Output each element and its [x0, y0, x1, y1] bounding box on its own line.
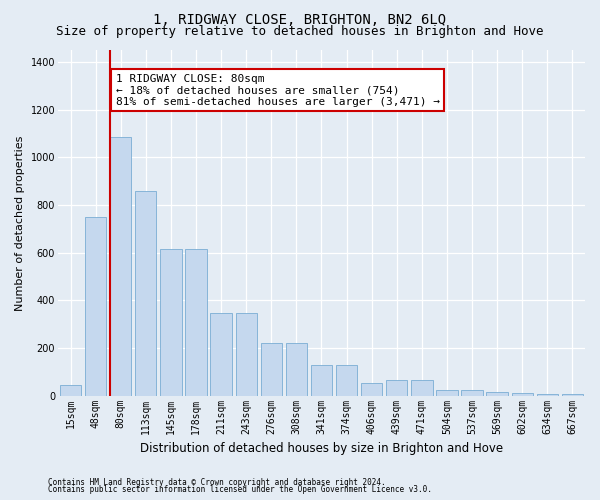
Bar — [411, 380, 433, 396]
Text: Size of property relative to detached houses in Brighton and Hove: Size of property relative to detached ho… — [56, 25, 544, 38]
Bar — [386, 380, 407, 396]
Bar — [361, 382, 382, 396]
Bar — [487, 392, 508, 396]
Bar — [85, 217, 106, 396]
Bar — [286, 343, 307, 396]
Bar — [536, 394, 558, 396]
Bar — [512, 394, 533, 396]
Text: Contains HM Land Registry data © Crown copyright and database right 2024.: Contains HM Land Registry data © Crown c… — [48, 478, 386, 487]
Bar — [135, 190, 157, 396]
Y-axis label: Number of detached properties: Number of detached properties — [15, 135, 25, 310]
Bar — [185, 249, 206, 396]
Text: 1 RIDGWAY CLOSE: 80sqm
← 18% of detached houses are smaller (754)
81% of semi-de: 1 RIDGWAY CLOSE: 80sqm ← 18% of detached… — [116, 74, 440, 107]
Bar — [260, 343, 282, 396]
Bar — [60, 385, 81, 396]
Bar — [311, 364, 332, 396]
Bar — [562, 394, 583, 396]
Bar — [160, 249, 182, 396]
Bar — [461, 390, 483, 396]
Bar — [110, 137, 131, 396]
Bar — [236, 314, 257, 396]
Text: Contains public sector information licensed under the Open Government Licence v3: Contains public sector information licen… — [48, 486, 432, 494]
Text: 1, RIDGWAY CLOSE, BRIGHTON, BN2 6LQ: 1, RIDGWAY CLOSE, BRIGHTON, BN2 6LQ — [154, 12, 446, 26]
Bar — [336, 364, 357, 396]
Bar — [211, 314, 232, 396]
Bar — [436, 390, 458, 396]
X-axis label: Distribution of detached houses by size in Brighton and Hove: Distribution of detached houses by size … — [140, 442, 503, 455]
